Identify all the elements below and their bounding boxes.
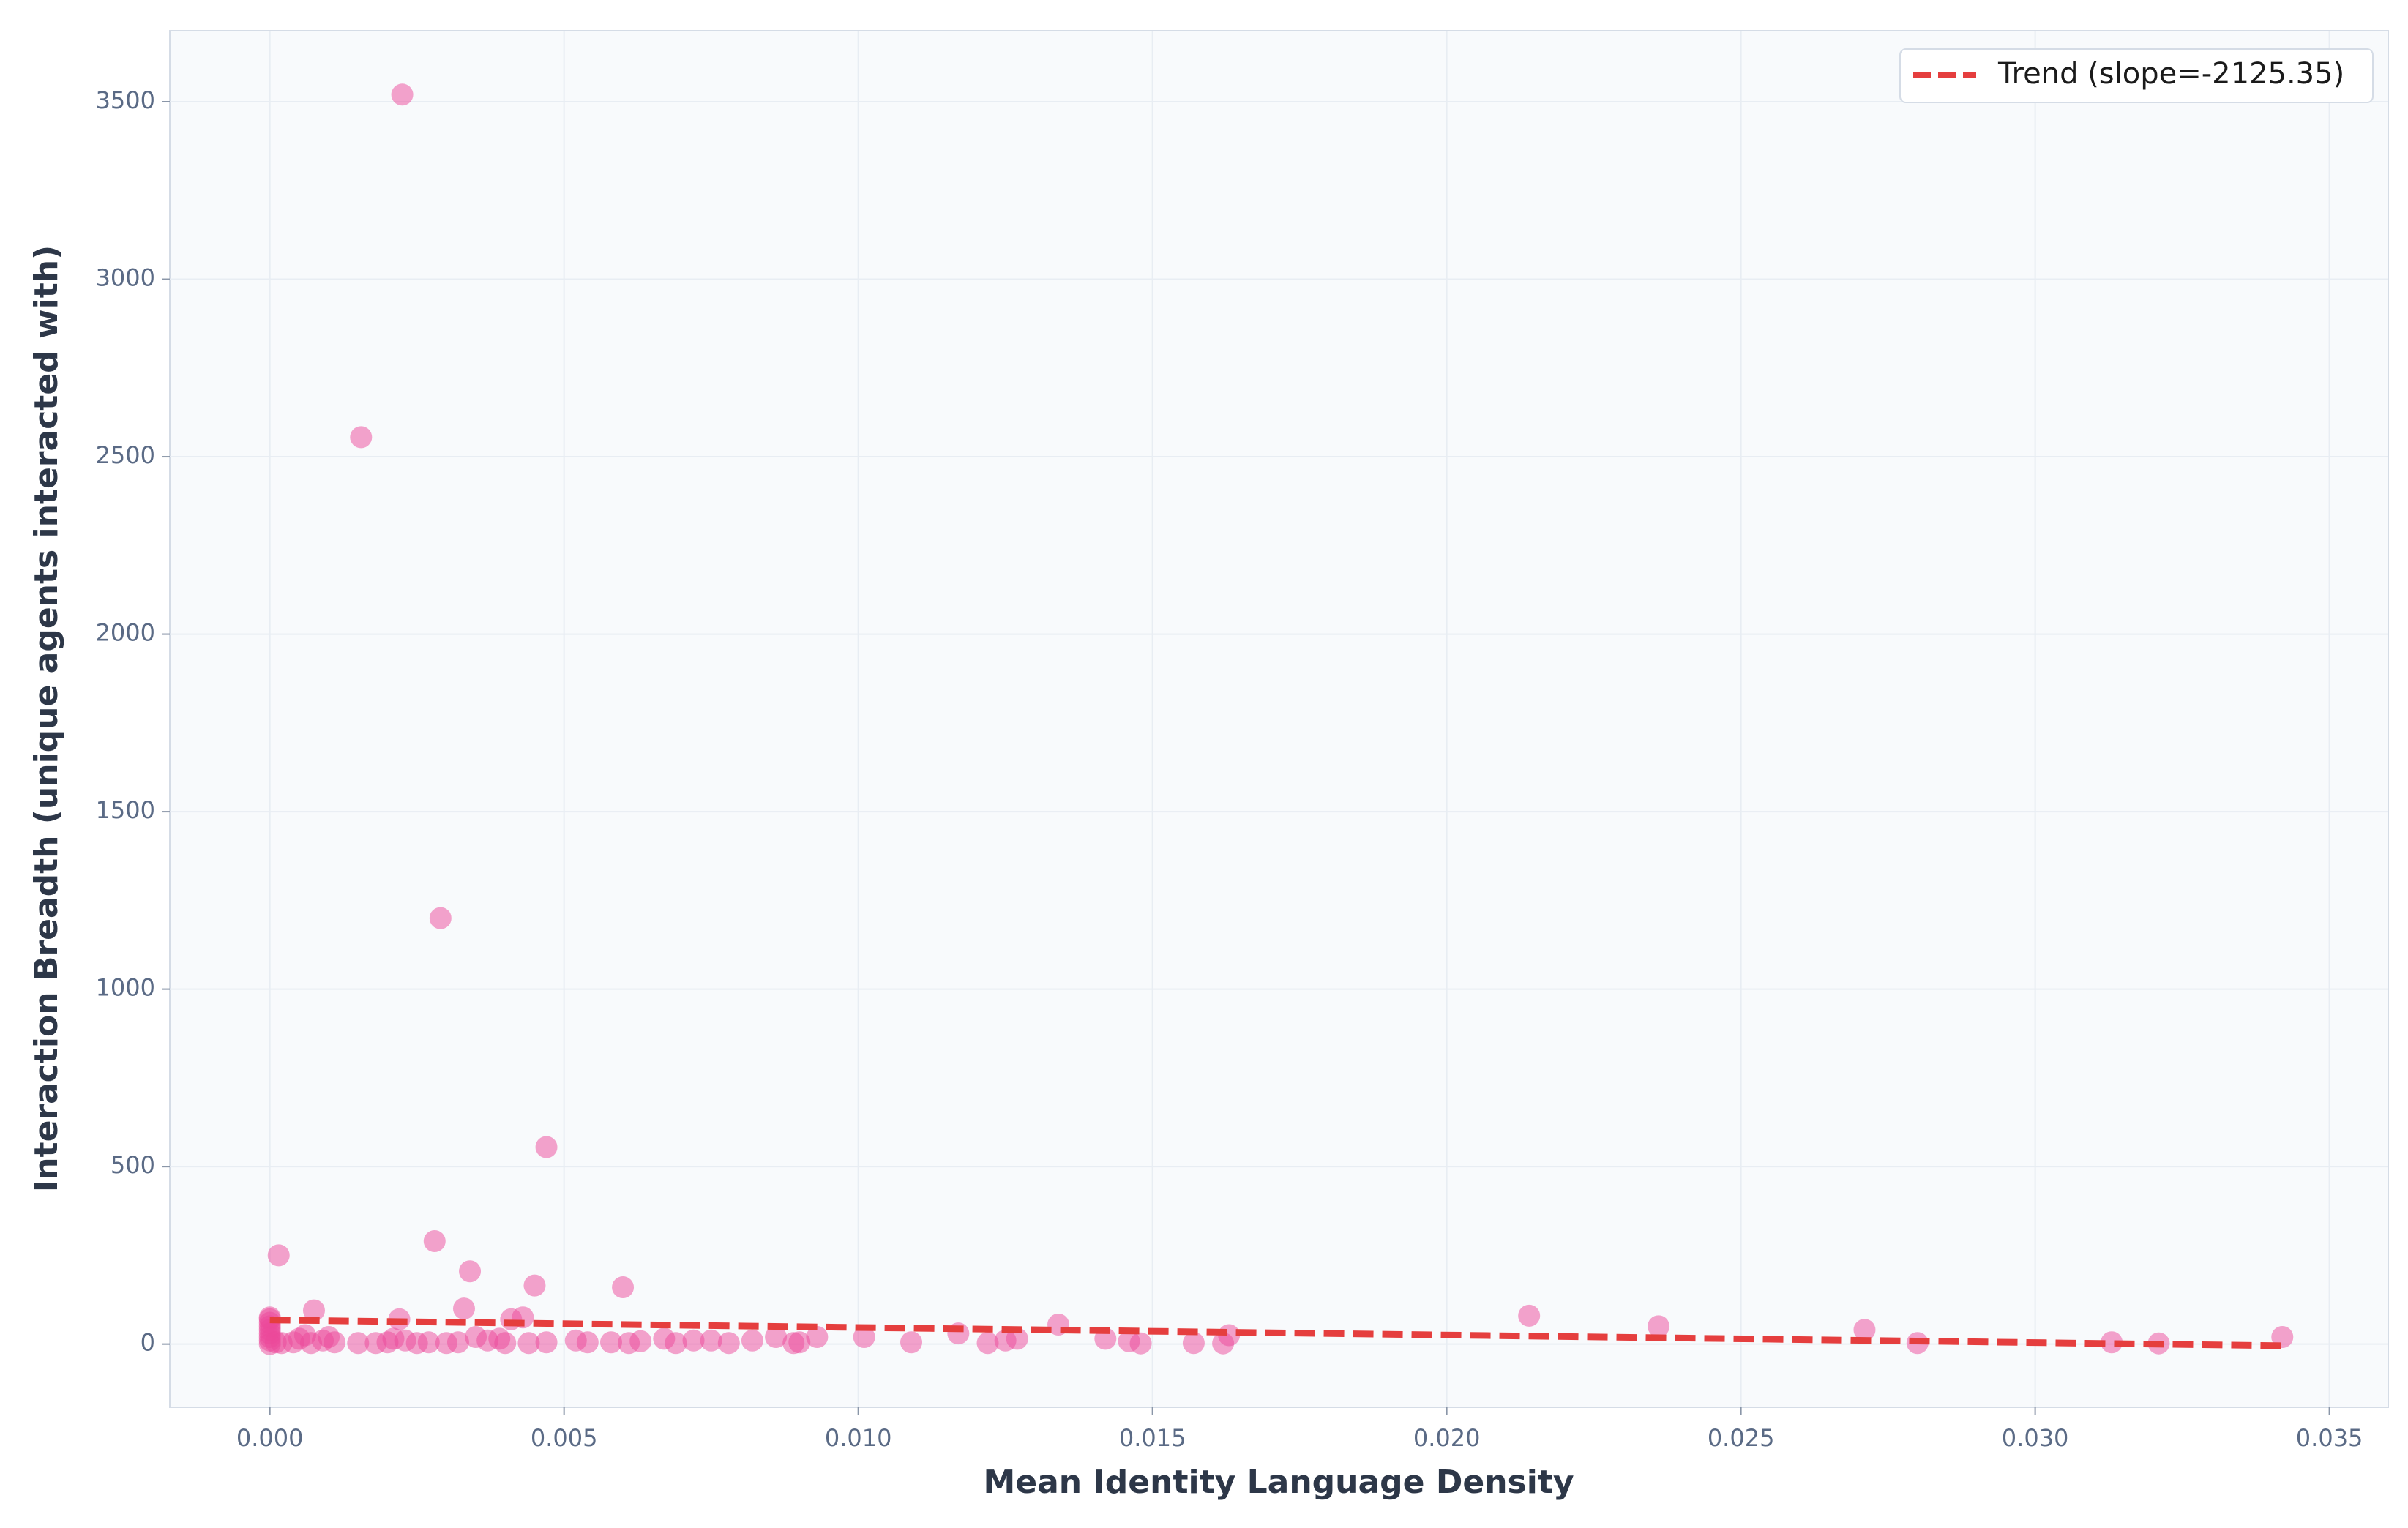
point [653,1327,676,1350]
x-tick-label: 0.005 [531,1424,598,1452]
point [423,1229,446,1252]
point [976,1332,999,1355]
point [765,1325,788,1348]
trend [269,1317,2283,1349]
y-tick-label: 1000 [96,974,155,1002]
point [488,1327,511,1350]
point [599,1331,622,1354]
point [517,1332,540,1355]
x-axis-label: Mean Identity Language Density [983,1464,1574,1501]
y-tick-label: 0 [141,1329,155,1357]
point [853,1325,875,1348]
point [435,1332,457,1355]
point [267,1244,290,1267]
point [429,907,452,929]
y-axis-label: Interaction Breadth (unique agents inter… [28,245,65,1192]
legend-box [1899,48,2374,103]
point [717,1332,740,1355]
trend-line [269,1317,2283,1349]
y-tick-label: 3500 [96,86,155,114]
point [1212,1332,1235,1355]
point [994,1329,1017,1352]
point [459,1260,482,1283]
y-tick-label: 2000 [96,619,155,647]
y-tick-label: 2500 [96,441,155,469]
x-tick-label: 0.020 [1413,1424,1481,1452]
point [682,1329,705,1352]
point [1182,1332,1205,1355]
x-tick-label: 0.030 [2002,1424,2069,1452]
x-tick-label: 0.015 [1119,1424,1186,1452]
legend: Trend (slope=-2125.35) [1899,48,2374,103]
x-tick-label: 0.035 [2296,1424,2363,1452]
y-tick-label: 500 [111,1151,155,1179]
point [1518,1304,1541,1327]
point [1118,1330,1140,1352]
grid [170,31,2388,1407]
point [1648,1315,1670,1338]
y-tick-label: 3000 [96,264,155,292]
point [700,1329,722,1352]
point [612,1276,635,1299]
point [1853,1319,1876,1341]
point [347,1332,370,1355]
point [382,1327,405,1350]
point [741,1329,763,1352]
point [465,1325,487,1348]
legend-label: Trend (slope=-2125.35) [1997,57,2344,91]
point [264,1331,287,1354]
point [564,1329,587,1352]
point [350,426,373,449]
y-tick-label: 1500 [96,796,155,824]
x-tick-label: 0.010 [825,1424,892,1452]
point [782,1332,805,1355]
point [900,1331,923,1354]
point [2101,1331,2123,1354]
point [523,1274,546,1297]
point [302,1299,325,1322]
x-tick-label: 0.000 [236,1424,304,1452]
point [618,1332,640,1355]
point [806,1325,829,1348]
point [535,1331,558,1354]
plot-area [169,30,2389,1408]
x-tick-label: 0.025 [1708,1424,1775,1452]
point [535,1136,558,1158]
point [364,1332,387,1355]
point [391,83,414,106]
point [452,1297,475,1320]
point [293,1324,316,1347]
